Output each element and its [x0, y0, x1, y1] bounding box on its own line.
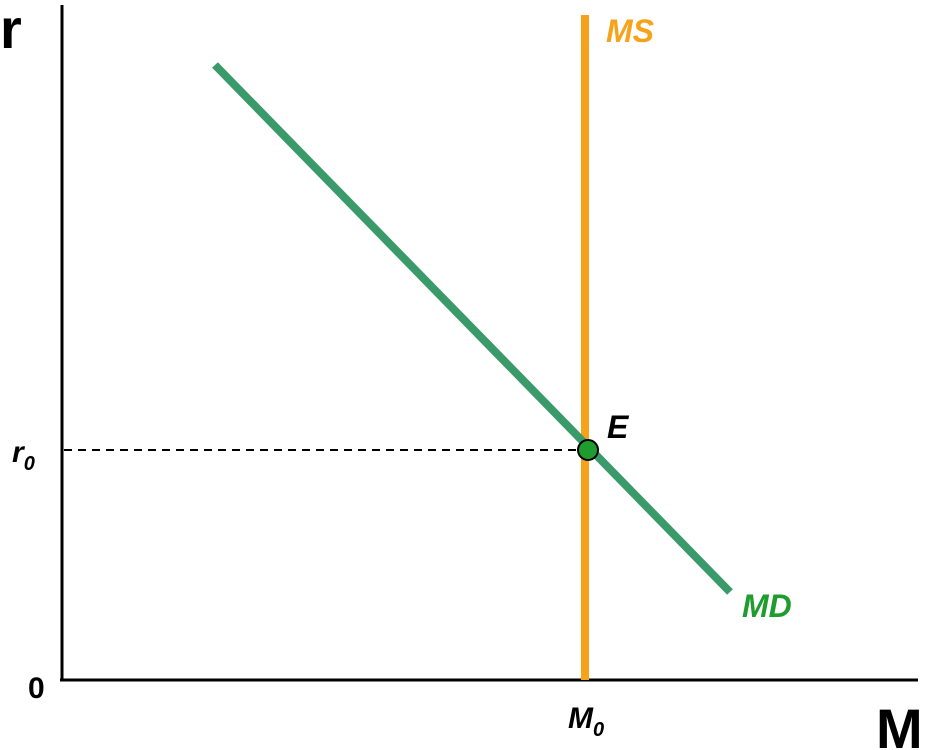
x-axis-label: M [876, 697, 923, 750]
equilibrium-label: E [607, 409, 630, 445]
md-label: MD [742, 588, 792, 624]
equilibrium-point [577, 439, 599, 461]
m0-sub: 0 [593, 719, 604, 741]
y-axis-label: r [0, 0, 22, 60]
ms-label: MS [606, 13, 655, 49]
origin-label: 0 [28, 672, 45, 705]
r0-sub: 0 [24, 453, 35, 475]
md-curve [212, 62, 733, 595]
r0-label: r0 [12, 436, 35, 475]
r0-base: r [12, 436, 26, 469]
m0-base: M [568, 702, 594, 735]
m0-label: M0 [568, 702, 604, 741]
